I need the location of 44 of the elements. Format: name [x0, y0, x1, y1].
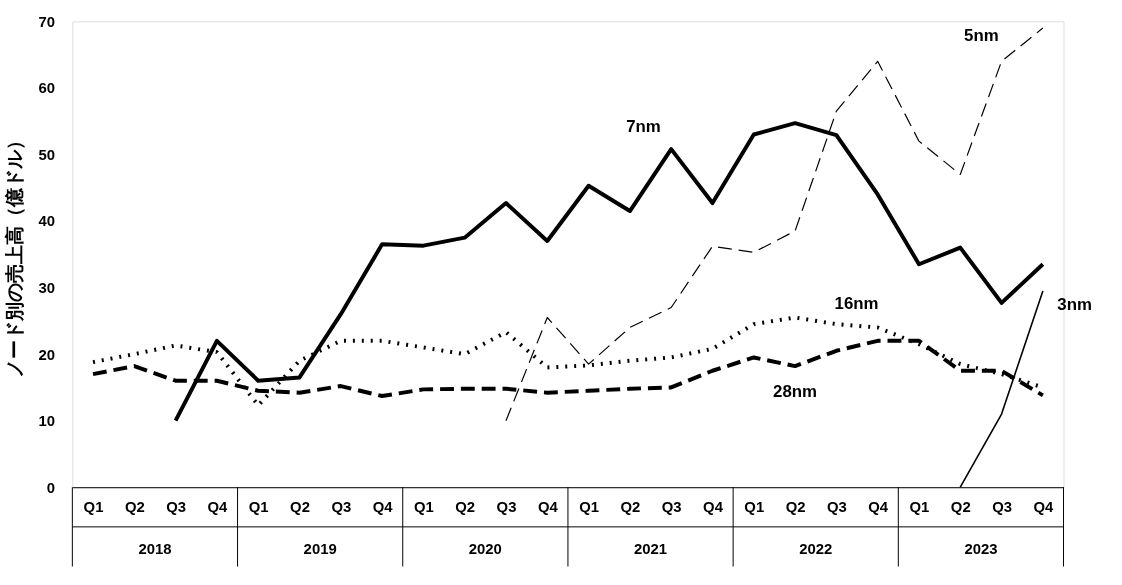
x-tick-label: Q3: [661, 498, 682, 515]
series-label: 28nm: [773, 381, 818, 401]
x-tick-label: Q1: [248, 498, 269, 515]
series-label: 7nm: [626, 117, 661, 137]
x-tick-label: Q2: [785, 498, 806, 515]
text: 2019: [303, 540, 337, 557]
y-axis-title: ノード別の売上高（億ドル）: [3, 131, 25, 379]
x-tick-label: Q2: [290, 498, 310, 515]
y-tick-label: 10: [38, 413, 56, 430]
x-tick-label: Q2: [950, 498, 971, 515]
x-tick-label: Q3: [331, 498, 352, 515]
y-tick-label: 40: [38, 213, 56, 230]
x-tick-label: Q1: [83, 498, 104, 515]
text: 2021: [634, 540, 668, 557]
x-tick-label: Q2: [455, 498, 476, 515]
x-tick-label: Q3: [826, 498, 847, 515]
series-label: 16nm: [834, 293, 879, 313]
x-tick-label: Q4: [372, 498, 394, 515]
x-tick-label: Q4: [703, 498, 724, 515]
text: 2018: [138, 540, 172, 557]
x-tick-label: Q4: [868, 498, 889, 515]
x-tick-label: Q1: [909, 498, 930, 515]
x-tick-label: Q1: [579, 498, 599, 515]
y-tick-label: 0: [46, 479, 56, 496]
y-tick-label: 60: [38, 80, 56, 97]
x-tick-label: Q2: [620, 498, 641, 515]
x-tick-label: Q4: [207, 498, 229, 515]
text: 2022: [799, 540, 833, 557]
text: 2023: [964, 540, 998, 557]
x-tick-label: Q3: [496, 498, 517, 515]
y-tick-label: 30: [38, 280, 56, 297]
text: 2020: [468, 540, 502, 557]
x-tick-label: Q4: [1033, 498, 1055, 515]
x-tick-label: Q1: [413, 498, 434, 515]
x-tick-label: Q1: [744, 498, 765, 515]
y-tick-label: 50: [38, 146, 56, 163]
x-tick-label: Q3: [992, 498, 1012, 515]
x-tick-label: Q4: [537, 498, 559, 515]
series-label: 5nm: [964, 25, 999, 45]
y-tick-label: 20: [38, 346, 56, 363]
y-tick-label: 70: [38, 13, 56, 30]
x-tick-label: Q3: [166, 498, 187, 515]
series-label: 3nm: [1057, 294, 1092, 314]
x-tick-label: Q2: [124, 498, 145, 515]
